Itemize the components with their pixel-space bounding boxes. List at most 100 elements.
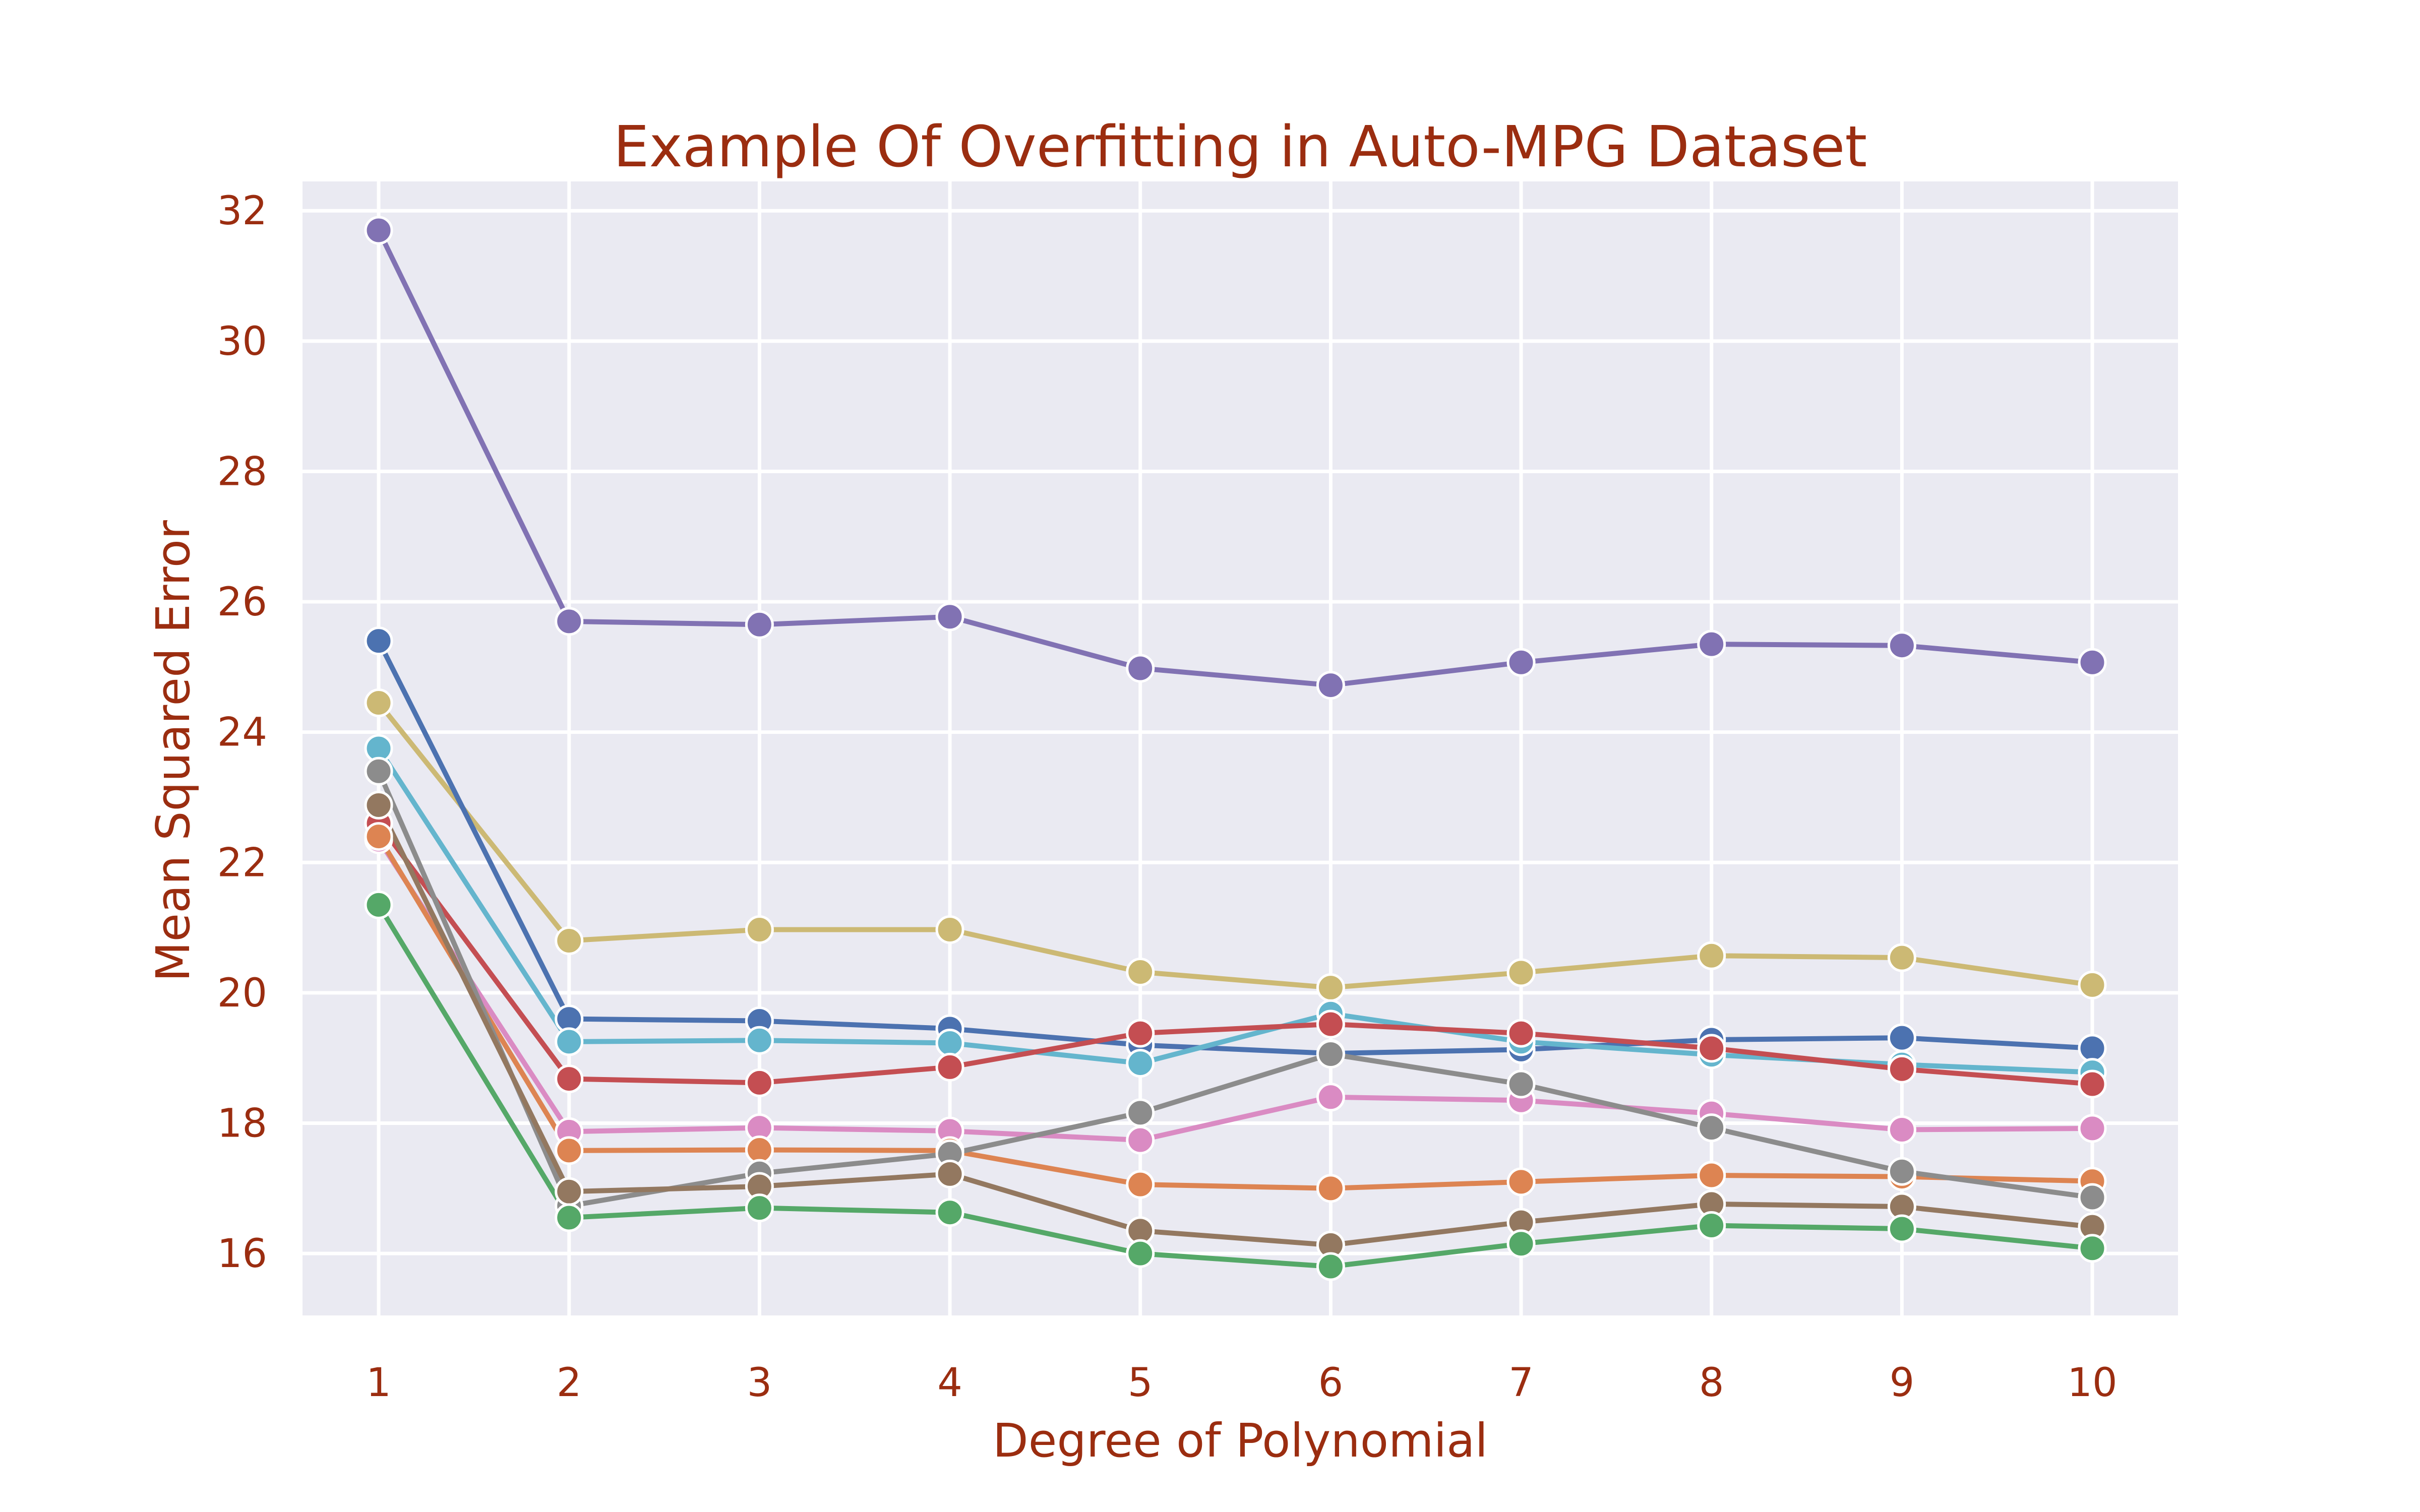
data-point-series-5 [555, 1064, 584, 1094]
data-point-series-7 [555, 1136, 584, 1165]
y-tick-label: 22 [217, 840, 267, 886]
data-point-series-10 [555, 1203, 584, 1232]
x-tick-label: 10 [2067, 1360, 2117, 1406]
data-point-series-1 [1697, 629, 1726, 659]
x-tick-label: 6 [1318, 1360, 1344, 1406]
data-point-series-1 [364, 216, 393, 245]
data-point-series-5 [1506, 1019, 1536, 1048]
data-point-series-7 [1506, 1167, 1536, 1196]
y-tick-label: 28 [217, 449, 267, 494]
data-point-series-3 [364, 626, 393, 656]
chart-title: Example Of Overfitting in Auto-MPG Datas… [614, 114, 1867, 180]
data-point-series-4 [1126, 1049, 1155, 1078]
data-point-series-2 [1506, 958, 1536, 987]
data-point-series-10 [1506, 1229, 1536, 1258]
data-point-series-2 [935, 915, 964, 944]
series-line-6 [376, 837, 2095, 1143]
data-point-series-8 [1506, 1069, 1536, 1099]
data-point-series-1 [745, 610, 774, 639]
data-point-series-10 [364, 890, 393, 919]
y-tick-label: 30 [217, 319, 267, 364]
data-point-series-9 [935, 1159, 964, 1188]
data-point-series-5 [935, 1052, 964, 1082]
data-point-series-1 [1887, 631, 1916, 660]
data-point-series-10 [1697, 1211, 1726, 1240]
y-tick-label: 26 [217, 580, 267, 625]
y-tick-label: 16 [217, 1231, 267, 1277]
data-point-series-7 [1316, 1174, 1345, 1203]
y-tick-label: 24 [217, 710, 267, 755]
data-point-series-8 [2078, 1183, 2107, 1212]
data-point-series-2 [2078, 970, 2107, 999]
data-point-series-4 [555, 1027, 584, 1056]
data-point-series-8 [1316, 1039, 1345, 1068]
x-tick-label: 3 [747, 1360, 772, 1406]
data-point-series-1 [1506, 648, 1536, 677]
x-tick-label: 4 [937, 1360, 962, 1406]
x-tick-label: 9 [1890, 1360, 1915, 1406]
data-point-series-9 [364, 791, 393, 820]
data-point-series-5 [2078, 1069, 2107, 1099]
markers [364, 216, 2107, 1281]
data-point-series-2 [1126, 958, 1155, 987]
data-point-series-9 [555, 1177, 584, 1206]
data-point-series-6 [1316, 1083, 1345, 1112]
plot-area [302, 181, 2178, 1315]
data-point-series-3 [2078, 1034, 2107, 1063]
y-tick-label: 32 [217, 188, 267, 234]
grid [302, 181, 2178, 1315]
series-line-2 [376, 700, 2095, 990]
data-point-series-4 [745, 1026, 774, 1055]
data-point-series-5 [745, 1068, 774, 1097]
data-point-series-1 [1316, 671, 1345, 700]
data-point-series-3 [1887, 1023, 1916, 1052]
data-point-series-10 [1126, 1239, 1155, 1268]
data-point-series-10 [1316, 1252, 1345, 1281]
data-point-series-10 [2078, 1234, 2107, 1263]
series-line-10 [376, 902, 2095, 1270]
y-axis-label: Mean Squared Error [146, 520, 200, 982]
x-tick-label: 8 [1699, 1360, 1724, 1406]
data-point-series-2 [745, 915, 774, 944]
series-line-3 [376, 638, 2095, 1056]
data-point-series-5 [1887, 1054, 1916, 1084]
data-point-series-2 [1697, 941, 1726, 970]
y-tick-label: 18 [217, 1101, 267, 1147]
x-tick-label: 7 [1508, 1360, 1534, 1406]
data-point-series-2 [364, 688, 393, 717]
data-point-series-5 [1126, 1019, 1155, 1048]
data-point-series-5 [1316, 1010, 1345, 1039]
data-point-series-8 [1697, 1113, 1726, 1143]
data-point-series-2 [555, 926, 584, 955]
data-point-series-10 [935, 1198, 964, 1227]
data-point-series-1 [2078, 648, 2107, 677]
data-point-series-4 [935, 1028, 964, 1057]
x-tick-label: 2 [557, 1360, 582, 1406]
x-tick-label: 5 [1128, 1360, 1153, 1406]
series-line-9 [376, 802, 2095, 1248]
data-point-series-1 [1126, 654, 1155, 683]
tick-labels: 1 2 3 4 5 6 7 8 9 10 16 18 20 22 24 26 28 30 32 [217, 188, 2118, 1406]
y-tick-label: 20 [217, 971, 267, 1016]
data-point-series-10 [745, 1193, 774, 1223]
data-point-series-8 [364, 757, 393, 786]
data-point-series-7 [364, 822, 393, 851]
x-tick-label: 1 [366, 1360, 391, 1406]
data-point-series-8 [1887, 1157, 1916, 1186]
data-point-series-1 [555, 607, 584, 636]
data-point-series-6 [1126, 1125, 1155, 1155]
data-point-series-10 [1887, 1214, 1916, 1243]
data-point-series-8 [1126, 1098, 1155, 1127]
data-point-series-7 [1126, 1170, 1155, 1199]
data-point-series-2 [1887, 943, 1916, 972]
series-line-1 [376, 227, 2095, 688]
series-line-7 [376, 834, 2095, 1191]
data-point-series-6 [2078, 1114, 2107, 1143]
data-point-series-6 [1887, 1115, 1916, 1144]
series-group [376, 227, 2095, 1270]
data-point-series-7 [1697, 1161, 1726, 1190]
data-point-series-2 [1316, 973, 1345, 1002]
series-line-5 [376, 821, 2095, 1087]
x-axis-label: Degree of Polynomial [993, 1414, 1488, 1468]
